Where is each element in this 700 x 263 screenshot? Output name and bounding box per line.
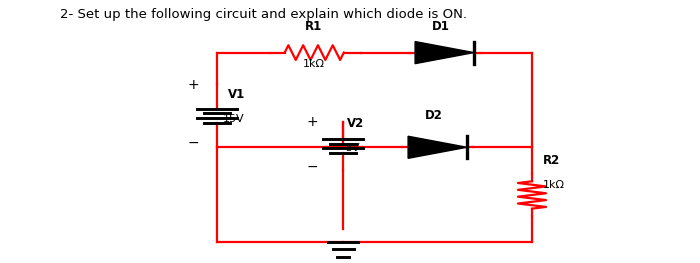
Text: +: +: [188, 78, 200, 93]
Text: −: −: [307, 160, 319, 174]
Text: D2: D2: [425, 109, 443, 122]
Text: 2- Set up the following circuit and explain which diode is ON.: 2- Set up the following circuit and expl…: [60, 8, 466, 21]
Text: −: −: [188, 136, 200, 150]
Text: R1: R1: [305, 20, 322, 33]
Text: D1: D1: [432, 20, 450, 33]
Text: 1kΩ: 1kΩ: [302, 59, 325, 69]
Polygon shape: [408, 136, 467, 158]
Text: 1kΩ: 1kΩ: [542, 180, 564, 190]
Text: 15V: 15V: [223, 114, 244, 124]
Text: 5V: 5V: [345, 143, 360, 153]
Text: R2: R2: [542, 154, 560, 167]
Polygon shape: [415, 42, 474, 64]
Text: +: +: [307, 115, 319, 129]
Text: V1: V1: [228, 88, 245, 101]
Text: V2: V2: [347, 117, 365, 130]
